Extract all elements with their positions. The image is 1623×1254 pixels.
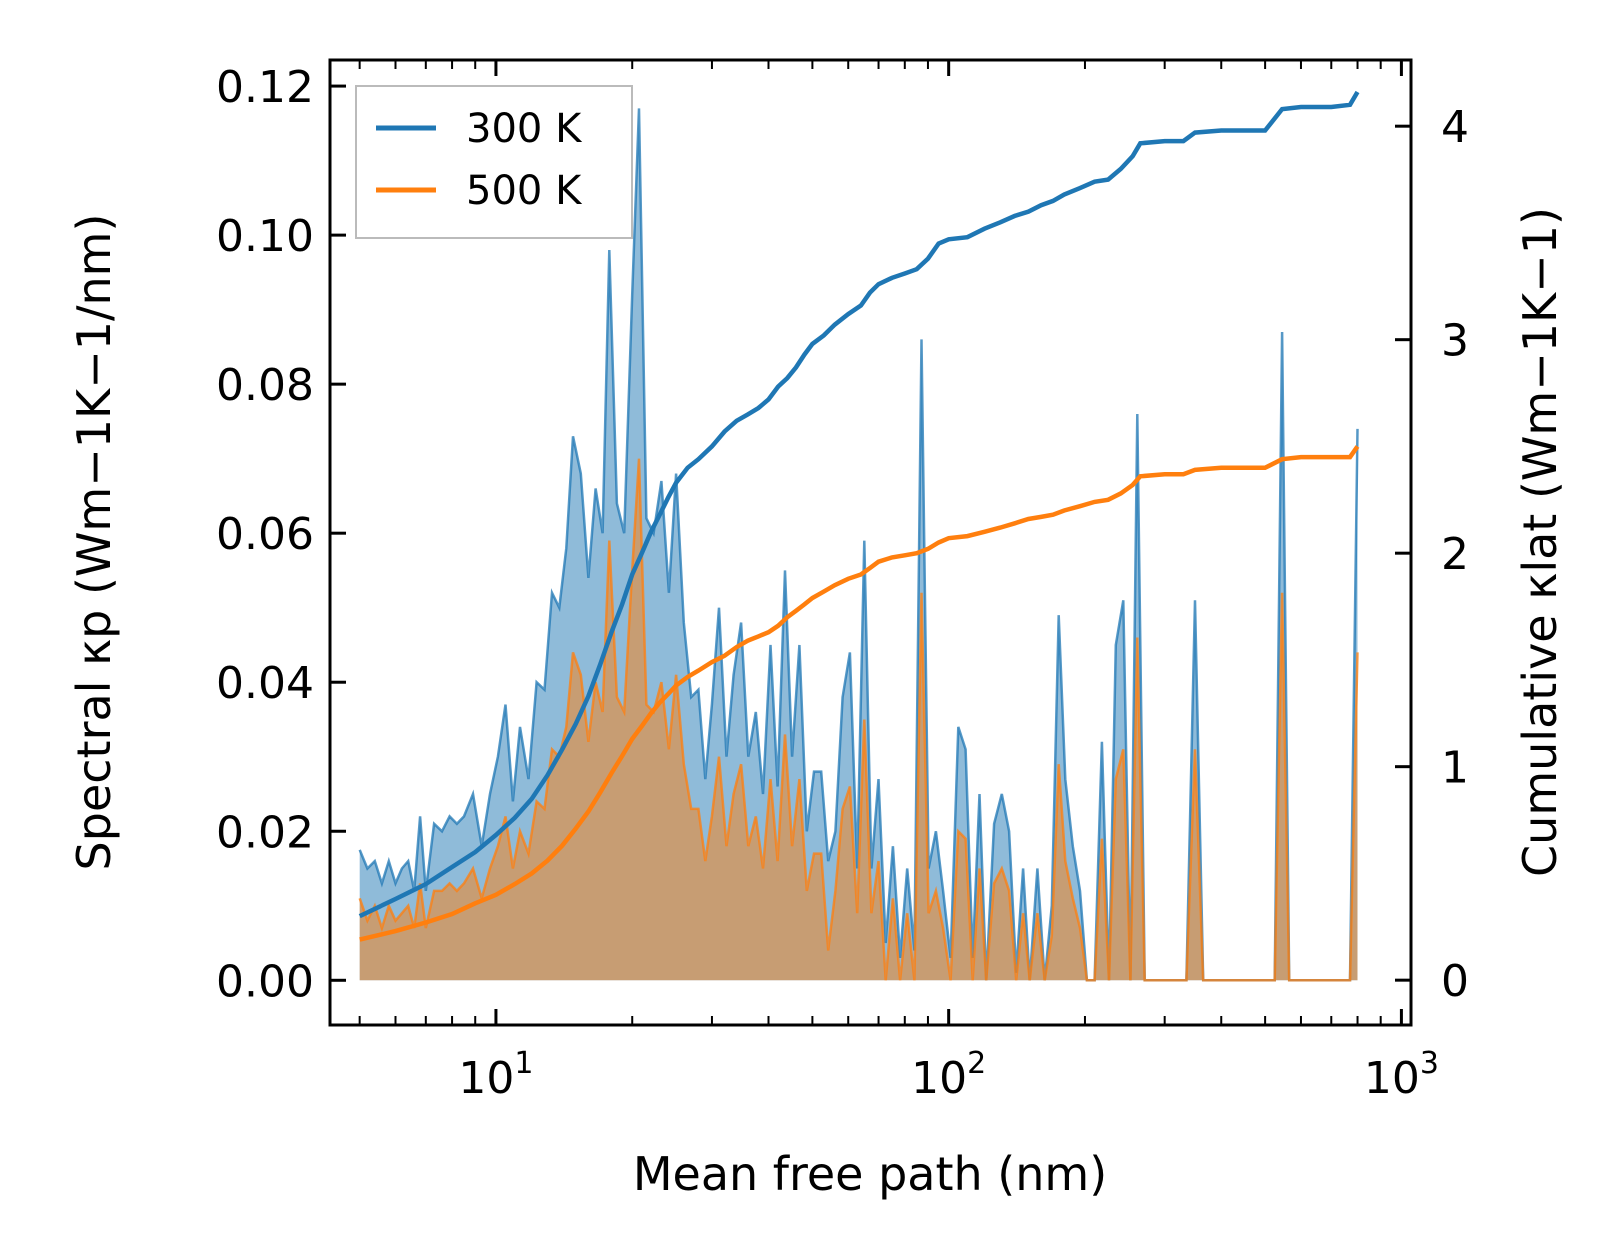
plot-frame [328, 58, 1413, 1027]
legend: 300 K 500 K [355, 85, 633, 239]
x-tick-label-exponent: 3 [1420, 1046, 1439, 1081]
y-right-axis-title: Cumulative κlat (Wm−1K−1) [1513, 207, 1567, 877]
cumulative-line-500k [359, 445, 1360, 942]
y-right-tick-label: 3 [1441, 316, 1469, 367]
spectral-line-500k [358, 458, 1359, 982]
y-left-tick-label: 0.10 [216, 211, 314, 262]
y-right-tick-label: 2 [1441, 529, 1469, 580]
x-tick-label-exponent: 2 [967, 1046, 986, 1081]
y-left-tick-label: 0.04 [216, 658, 314, 709]
x-tick-label: 101 [458, 1046, 533, 1104]
legend-label-300k: 300 K [466, 106, 583, 152]
x-axis-title: Mean free path (nm) [633, 1147, 1107, 1201]
y-right-tick-label: 4 [1441, 102, 1469, 153]
spectral-line-300k [358, 108, 1359, 982]
legend-box [355, 85, 633, 239]
y-left-tick-label: 0.08 [216, 360, 314, 411]
spectral-fills [358, 108, 1359, 982]
data-lines [358, 90, 1360, 942]
y-left-axis-title: Spectral κp (Wm−1K−1/nm) [67, 214, 121, 871]
x-tick-label: 102 [911, 1046, 986, 1104]
y-left-tick-label: 0.06 [216, 509, 314, 560]
x-tick-label: 103 [1364, 1046, 1439, 1104]
legend-label-500k: 500 K [466, 168, 583, 214]
y-right-tick-label: 0 [1441, 956, 1469, 1007]
cumulative-line-300k [358, 90, 1360, 919]
x-tick-label-exponent: 1 [514, 1046, 533, 1081]
y-right-tick-label: 1 [1441, 743, 1469, 794]
spectral-area-500k [359, 458, 1358, 981]
y-left-tick-label: 0.12 [216, 62, 314, 113]
axis-ticks: 0.00 0.02 0.04 0.06 0.08 0.10 0.12 0 1 2 3 4 101 102 1… [216, 60, 1469, 1104]
y-left-tick-label: 0.00 [216, 956, 314, 1007]
y-left-tick-label: 0.02 [216, 807, 314, 858]
